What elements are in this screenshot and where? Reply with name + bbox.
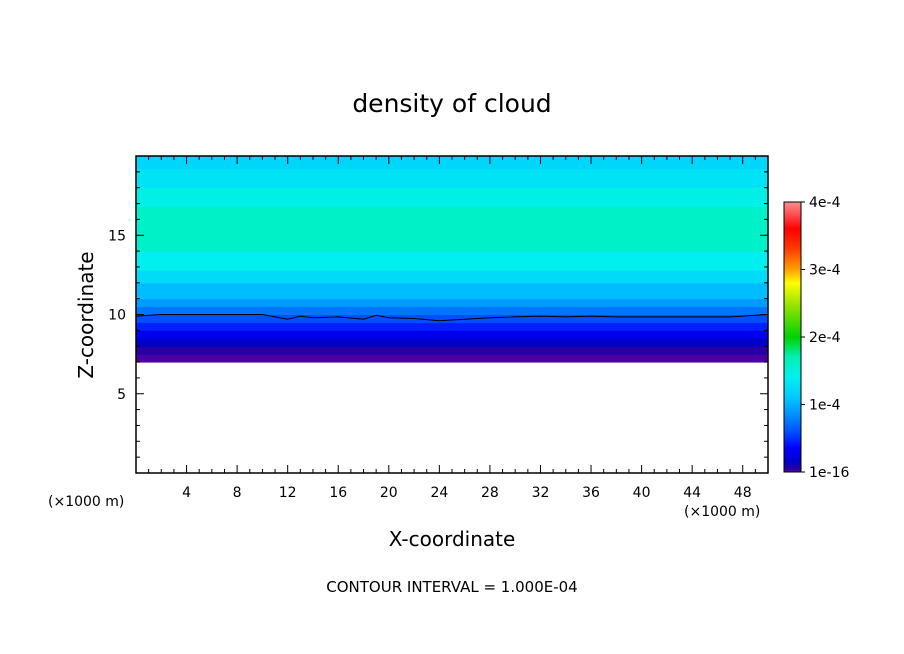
- colorbar: 1e-16 1e-4 2e-4 3e-4 4e-4: [783, 195, 849, 481]
- colorbar-tick-label: 1e-16: [809, 465, 849, 481]
- plot-area: [136, 156, 768, 363]
- density-band: [136, 219, 768, 252]
- density-band: [136, 187, 768, 208]
- x-tick-label: 28: [481, 485, 499, 501]
- contour-interval-note: CONTOUR INTERVAL = 1.000E-04: [326, 578, 577, 596]
- colorbar-tick-label: 2e-4: [809, 330, 841, 346]
- density-band: [136, 354, 768, 363]
- density-band: [136, 306, 768, 315]
- colorbar-ticks: 1e-16 1e-4 2e-4 3e-4 4e-4: [801, 195, 849, 481]
- chart-title: density of cloud: [352, 89, 551, 118]
- y-axis-ticks: 5 10 15: [108, 171, 768, 458]
- x-axis-unit-left: (×1000 m): [48, 494, 124, 510]
- density-band: [136, 156, 768, 170]
- x-axis-label: X-coordinate: [389, 527, 516, 551]
- colorbar-tick-label: 4e-4: [809, 195, 841, 211]
- x-tick-label: 48: [734, 485, 752, 501]
- y-tick-label: 5: [117, 387, 126, 403]
- density-band: [136, 338, 768, 347]
- x-axis-ticks: 4 8 12 16 20 24 28 32 36 40 44 48: [148, 156, 756, 501]
- x-tick-label: 24: [430, 485, 448, 501]
- density-band: [136, 298, 768, 308]
- x-tick-label: 36: [582, 485, 600, 501]
- x-tick-label: 32: [532, 485, 550, 501]
- density-band: [136, 330, 768, 339]
- x-tick-label: 12: [279, 485, 297, 501]
- y-tick-label: 15: [108, 228, 126, 244]
- x-axis-unit-right: (×1000 m): [684, 504, 760, 520]
- density-band: [136, 270, 768, 284]
- x-tick-label: 16: [329, 485, 347, 501]
- density-band: [136, 346, 768, 355]
- colorbar-tick-label: 3e-4: [809, 263, 841, 279]
- density-bands: [136, 156, 768, 363]
- colorbar-gradient: [783, 201, 802, 473]
- y-axis-label: Z-coordinate: [74, 251, 98, 378]
- x-tick-label: 4: [182, 485, 191, 501]
- density-band: [136, 322, 768, 331]
- density-band: [136, 251, 768, 271]
- contour-line-1e-4: [136, 314, 768, 322]
- density-band: [136, 168, 768, 189]
- density-band: [136, 282, 768, 300]
- y-tick-label: 10: [108, 308, 126, 324]
- density-band: [136, 206, 768, 220]
- x-tick-label: 20: [380, 485, 398, 501]
- x-tick-label: 40: [633, 485, 651, 501]
- colorbar-tick-label: 1e-4: [809, 398, 841, 414]
- x-tick-label: 8: [233, 485, 242, 501]
- x-tick-label: 44: [683, 485, 701, 501]
- density-band: [136, 314, 768, 323]
